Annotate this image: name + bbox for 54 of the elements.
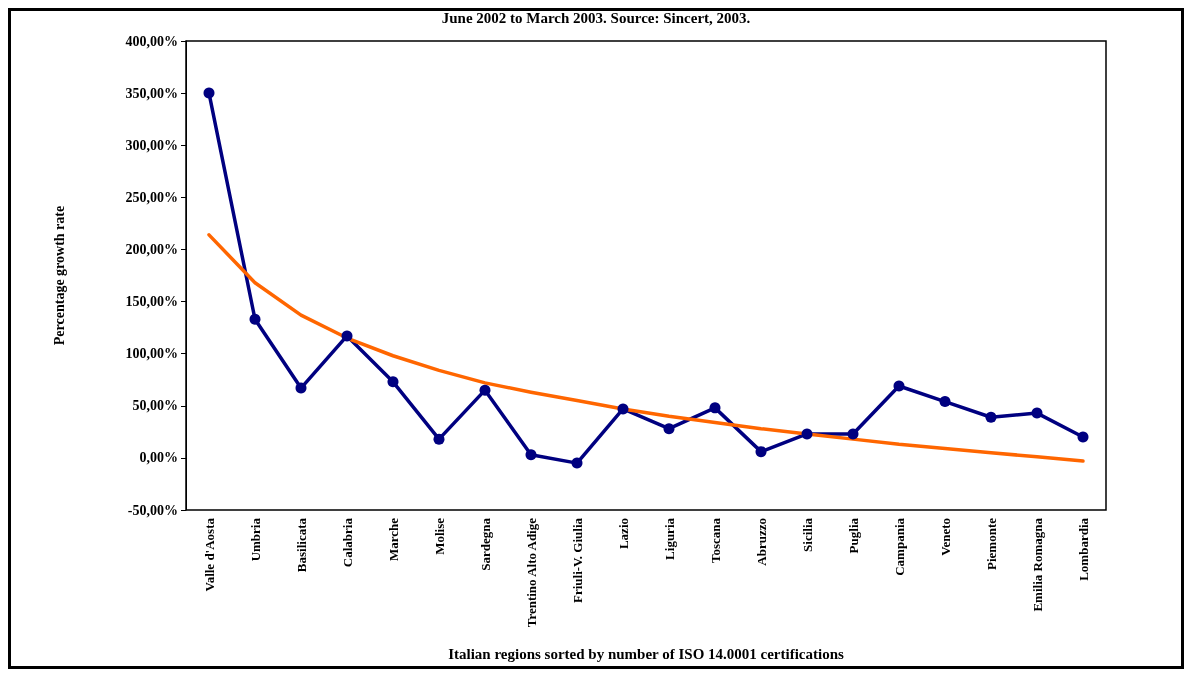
point: [801, 428, 813, 440]
x-tick-label: Liguria: [661, 517, 677, 560]
x-tick-label: Toscana: [707, 517, 723, 564]
y-tick-label: 300,00%: [125, 137, 178, 153]
y-tick-label: 250,00%: [125, 189, 178, 205]
x-tick-label: Umbria: [247, 517, 263, 562]
y-tick-label: 200,00%: [125, 241, 178, 257]
x-tick-label: Valle d'Aosta: [201, 517, 217, 592]
x-tick-label: Emilia Romagna: [1029, 517, 1045, 612]
x-tick-label: Campania: [891, 517, 907, 576]
point: [985, 411, 997, 423]
x-tick-label: Marche: [385, 517, 401, 562]
point: [709, 402, 721, 414]
x-tick-label: Sardegna: [477, 517, 493, 571]
point: [341, 330, 353, 342]
x-tick-label: Basilicata: [293, 517, 309, 573]
point: [295, 382, 307, 394]
point: [893, 380, 905, 392]
point: [525, 449, 537, 461]
point: [1031, 407, 1043, 419]
y-axis-title: Percentage growth rate: [51, 205, 67, 346]
y-tick-label: 0,00%: [139, 450, 178, 466]
x-axis-title: Italian regions sorted by number of ISO 14.0001 certifications: [448, 645, 844, 662]
point: [1077, 431, 1089, 443]
x-tick-label: Friuli-V. Giulia: [569, 517, 585, 603]
x-tick-label: Trentino Alto Adige: [523, 517, 539, 628]
point: [387, 376, 399, 388]
point: [755, 446, 767, 458]
x-tick-label: Puglia: [845, 517, 861, 554]
chart-title: June 2002 to March 2003. Source: Sincert, 2003.: [441, 9, 751, 26]
x-tick-label: Veneto: [937, 518, 953, 556]
point: [571, 457, 583, 469]
y-tick-label: 50,00%: [132, 398, 178, 414]
y-tick-label: 100,00%: [125, 346, 178, 362]
x-tick-label: Lazio: [615, 518, 631, 550]
y-tick-label: 400,00%: [125, 33, 178, 49]
x-tick-label: Lombardia: [1075, 517, 1091, 581]
y-tick-label: 150,00%: [125, 294, 178, 310]
x-tick-label: Molise: [431, 517, 447, 555]
x-tick-label: Calabria: [339, 517, 355, 568]
point: [433, 433, 445, 445]
x-tick-label: Abruzzo: [753, 518, 769, 566]
y-tick-label: 350,00%: [125, 85, 178, 101]
y-tick-label: -50,00%: [127, 502, 178, 518]
point: [663, 423, 675, 435]
point: [847, 428, 859, 440]
point: [249, 313, 261, 325]
x-tick-label: Piemonte: [983, 517, 999, 570]
point: [939, 396, 951, 408]
line-series: [207, 233, 1085, 463]
point: [203, 87, 215, 99]
point: [617, 403, 629, 415]
point: [479, 384, 491, 396]
x-tick-label: Sicilia: [799, 517, 815, 552]
